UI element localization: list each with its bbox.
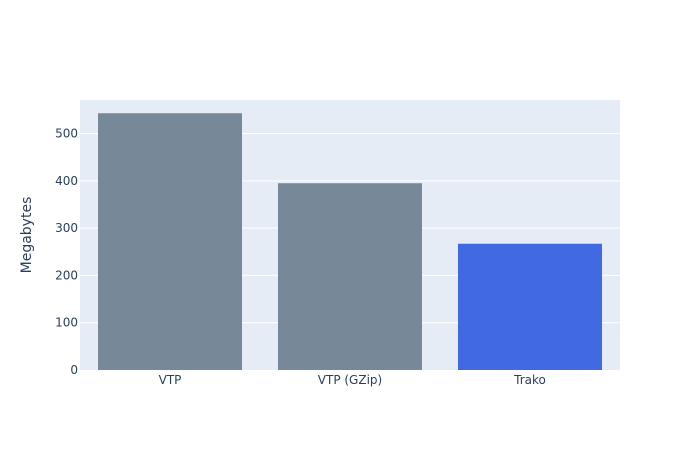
y-axis-title: Megabytes — [19, 197, 35, 274]
bar-vtp — [98, 113, 242, 370]
y-tick-label: 0 — [70, 363, 78, 377]
x-tick-label: Trako — [513, 373, 546, 387]
y-axis-ticks: 0 100 200 300 400 500 — [55, 127, 78, 377]
x-axis-ticks: VTP VTP (GZip) Trako — [159, 373, 546, 387]
bars — [98, 113, 602, 370]
y-tick-label: 500 — [55, 127, 78, 141]
y-tick-label: 300 — [55, 221, 78, 235]
bar-vtp-gzip — [278, 183, 422, 370]
x-tick-label: VTP — [159, 373, 182, 387]
y-tick-label: 100 — [55, 316, 78, 330]
y-tick-label: 400 — [55, 174, 78, 188]
y-tick-label: 200 — [55, 268, 78, 282]
bar-trako — [458, 243, 602, 370]
x-tick-label: VTP (GZip) — [318, 373, 382, 387]
